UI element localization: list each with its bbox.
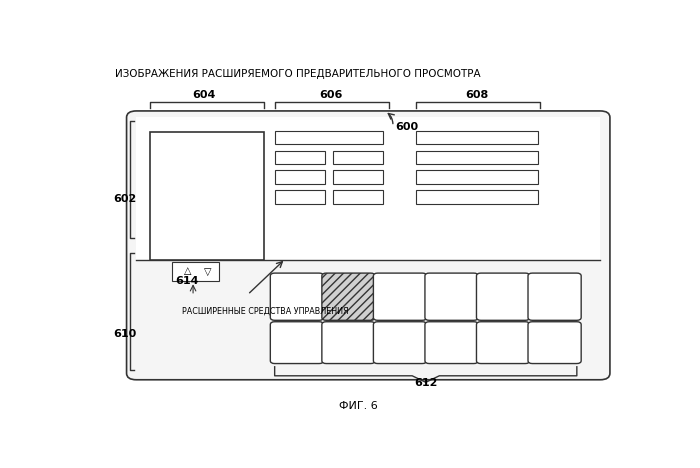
Text: 600: 600 — [395, 122, 419, 132]
FancyBboxPatch shape — [528, 322, 581, 364]
FancyBboxPatch shape — [425, 322, 478, 364]
FancyBboxPatch shape — [322, 273, 375, 320]
FancyBboxPatch shape — [416, 190, 538, 204]
FancyBboxPatch shape — [416, 131, 538, 145]
FancyBboxPatch shape — [416, 170, 538, 184]
FancyBboxPatch shape — [270, 273, 323, 320]
Text: 602: 602 — [113, 194, 136, 204]
FancyBboxPatch shape — [425, 273, 478, 320]
FancyBboxPatch shape — [274, 131, 383, 145]
FancyBboxPatch shape — [373, 322, 426, 364]
FancyBboxPatch shape — [332, 190, 383, 204]
FancyBboxPatch shape — [274, 170, 325, 184]
FancyBboxPatch shape — [274, 190, 325, 204]
Text: 610: 610 — [113, 329, 136, 339]
Bar — [136, 117, 600, 260]
FancyBboxPatch shape — [373, 273, 426, 320]
FancyBboxPatch shape — [172, 262, 219, 281]
FancyBboxPatch shape — [332, 170, 383, 184]
Text: 612: 612 — [414, 378, 438, 388]
Text: РАСШИРЕННЫЕ СРЕДСТВА УПРАВЛЕНИЯ: РАСШИРЕННЫЕ СРЕДСТВА УПРАВЛЕНИЯ — [183, 307, 349, 315]
FancyBboxPatch shape — [322, 322, 375, 364]
Text: ИЗОБРАЖЕНИЯ РАСШИРЯЕМОГО ПРЕДВАРИТЕЛЬНОГО ПРОСМОТРА: ИЗОБРАЖЕНИЯ РАСШИРЯЕМОГО ПРЕДВАРИТЕЛЬНОГ… — [115, 69, 480, 79]
FancyBboxPatch shape — [416, 151, 538, 164]
FancyBboxPatch shape — [332, 151, 383, 164]
FancyBboxPatch shape — [127, 111, 610, 380]
Text: 606: 606 — [319, 89, 342, 100]
Text: 614: 614 — [176, 276, 199, 286]
FancyBboxPatch shape — [477, 273, 530, 320]
Text: △: △ — [183, 266, 191, 277]
FancyBboxPatch shape — [477, 322, 530, 364]
FancyBboxPatch shape — [274, 151, 325, 164]
Text: ▽: ▽ — [204, 266, 211, 277]
Text: ФИГ. 6: ФИГ. 6 — [340, 401, 378, 410]
FancyBboxPatch shape — [150, 132, 264, 260]
Text: 608: 608 — [466, 89, 489, 100]
FancyBboxPatch shape — [270, 322, 323, 364]
FancyBboxPatch shape — [528, 273, 581, 320]
Text: 604: 604 — [193, 89, 216, 100]
